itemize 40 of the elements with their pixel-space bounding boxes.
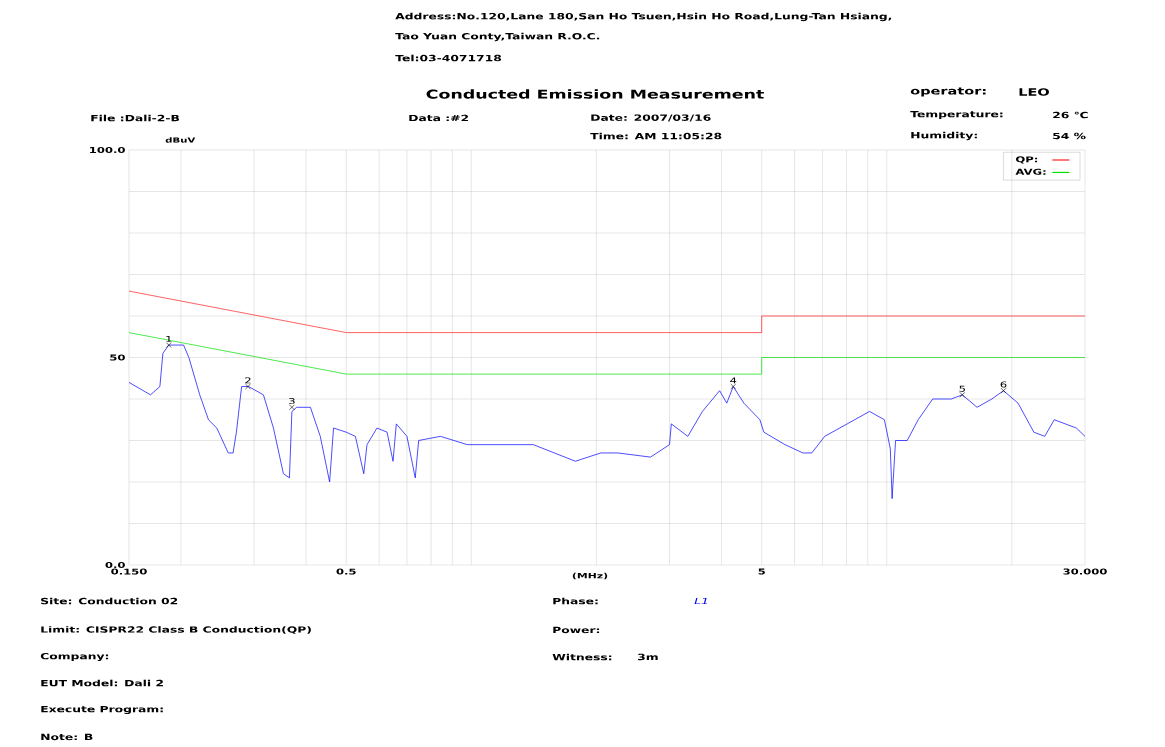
text: Address:No.120,Lane 180,San Ho Tsuen,Hsin Ho Road,Lung-Tan Hsiang, <box>395 12 892 22</box>
x-tick-label: 0.150 <box>111 568 147 575</box>
y-tick-label: 0.0 <box>105 561 125 569</box>
text: Tao Yuan Conty,Taiwan R.O.C. <box>395 32 600 42</box>
y-tick-label: 100.0 <box>90 146 125 154</box>
text: Execute Program: <box>41 705 163 715</box>
legend-label: QP: <box>1015 156 1038 164</box>
x-tick-label: 30.000 <box>1063 568 1107 575</box>
text: 3m <box>638 653 658 661</box>
text: 54 % <box>1053 132 1086 140</box>
annotation: 3 <box>289 398 295 405</box>
text: Witness: <box>552 653 612 661</box>
x-tick-label: 0.5 <box>336 568 356 575</box>
text: Company: <box>40 652 109 662</box>
annotation: 5 <box>959 385 965 392</box>
text: Date: 2007/03/16 <box>591 114 711 122</box>
y-tick-label: 50 <box>110 354 125 361</box>
text: Humidity: <box>911 131 977 141</box>
text: EUT Model: Dali 2 <box>41 679 163 687</box>
text: Power: <box>553 626 600 634</box>
legend-label: AVG: <box>1015 168 1046 175</box>
text: Tel:03-4071718 <box>395 54 502 62</box>
annotation: 4 <box>730 377 737 384</box>
text: Note: B <box>41 733 93 741</box>
annotation: 2 <box>245 377 251 384</box>
text: Site: Conduction 02 <box>41 597 178 605</box>
annotation: 1 <box>166 336 172 342</box>
text: File :Dali-2-B <box>91 114 179 122</box>
text: Limit: CISPR22 Class B Conduction(QP) <box>41 626 311 634</box>
text: operator: <box>910 87 986 97</box>
x-tick-label: 5 <box>758 568 765 575</box>
annotation: 6 <box>1000 381 1007 388</box>
text: LEO <box>1019 88 1049 96</box>
text: Phase: <box>553 597 598 605</box>
chart-title: Conducted Emission Measurement <box>426 89 764 99</box>
text: L1 <box>694 597 708 605</box>
text: Temperature: <box>910 111 1003 119</box>
text: Time: AM 11:05:28 <box>590 132 722 140</box>
text: 26 ℃ <box>1053 111 1088 119</box>
text: Data :#2 <box>409 114 469 122</box>
